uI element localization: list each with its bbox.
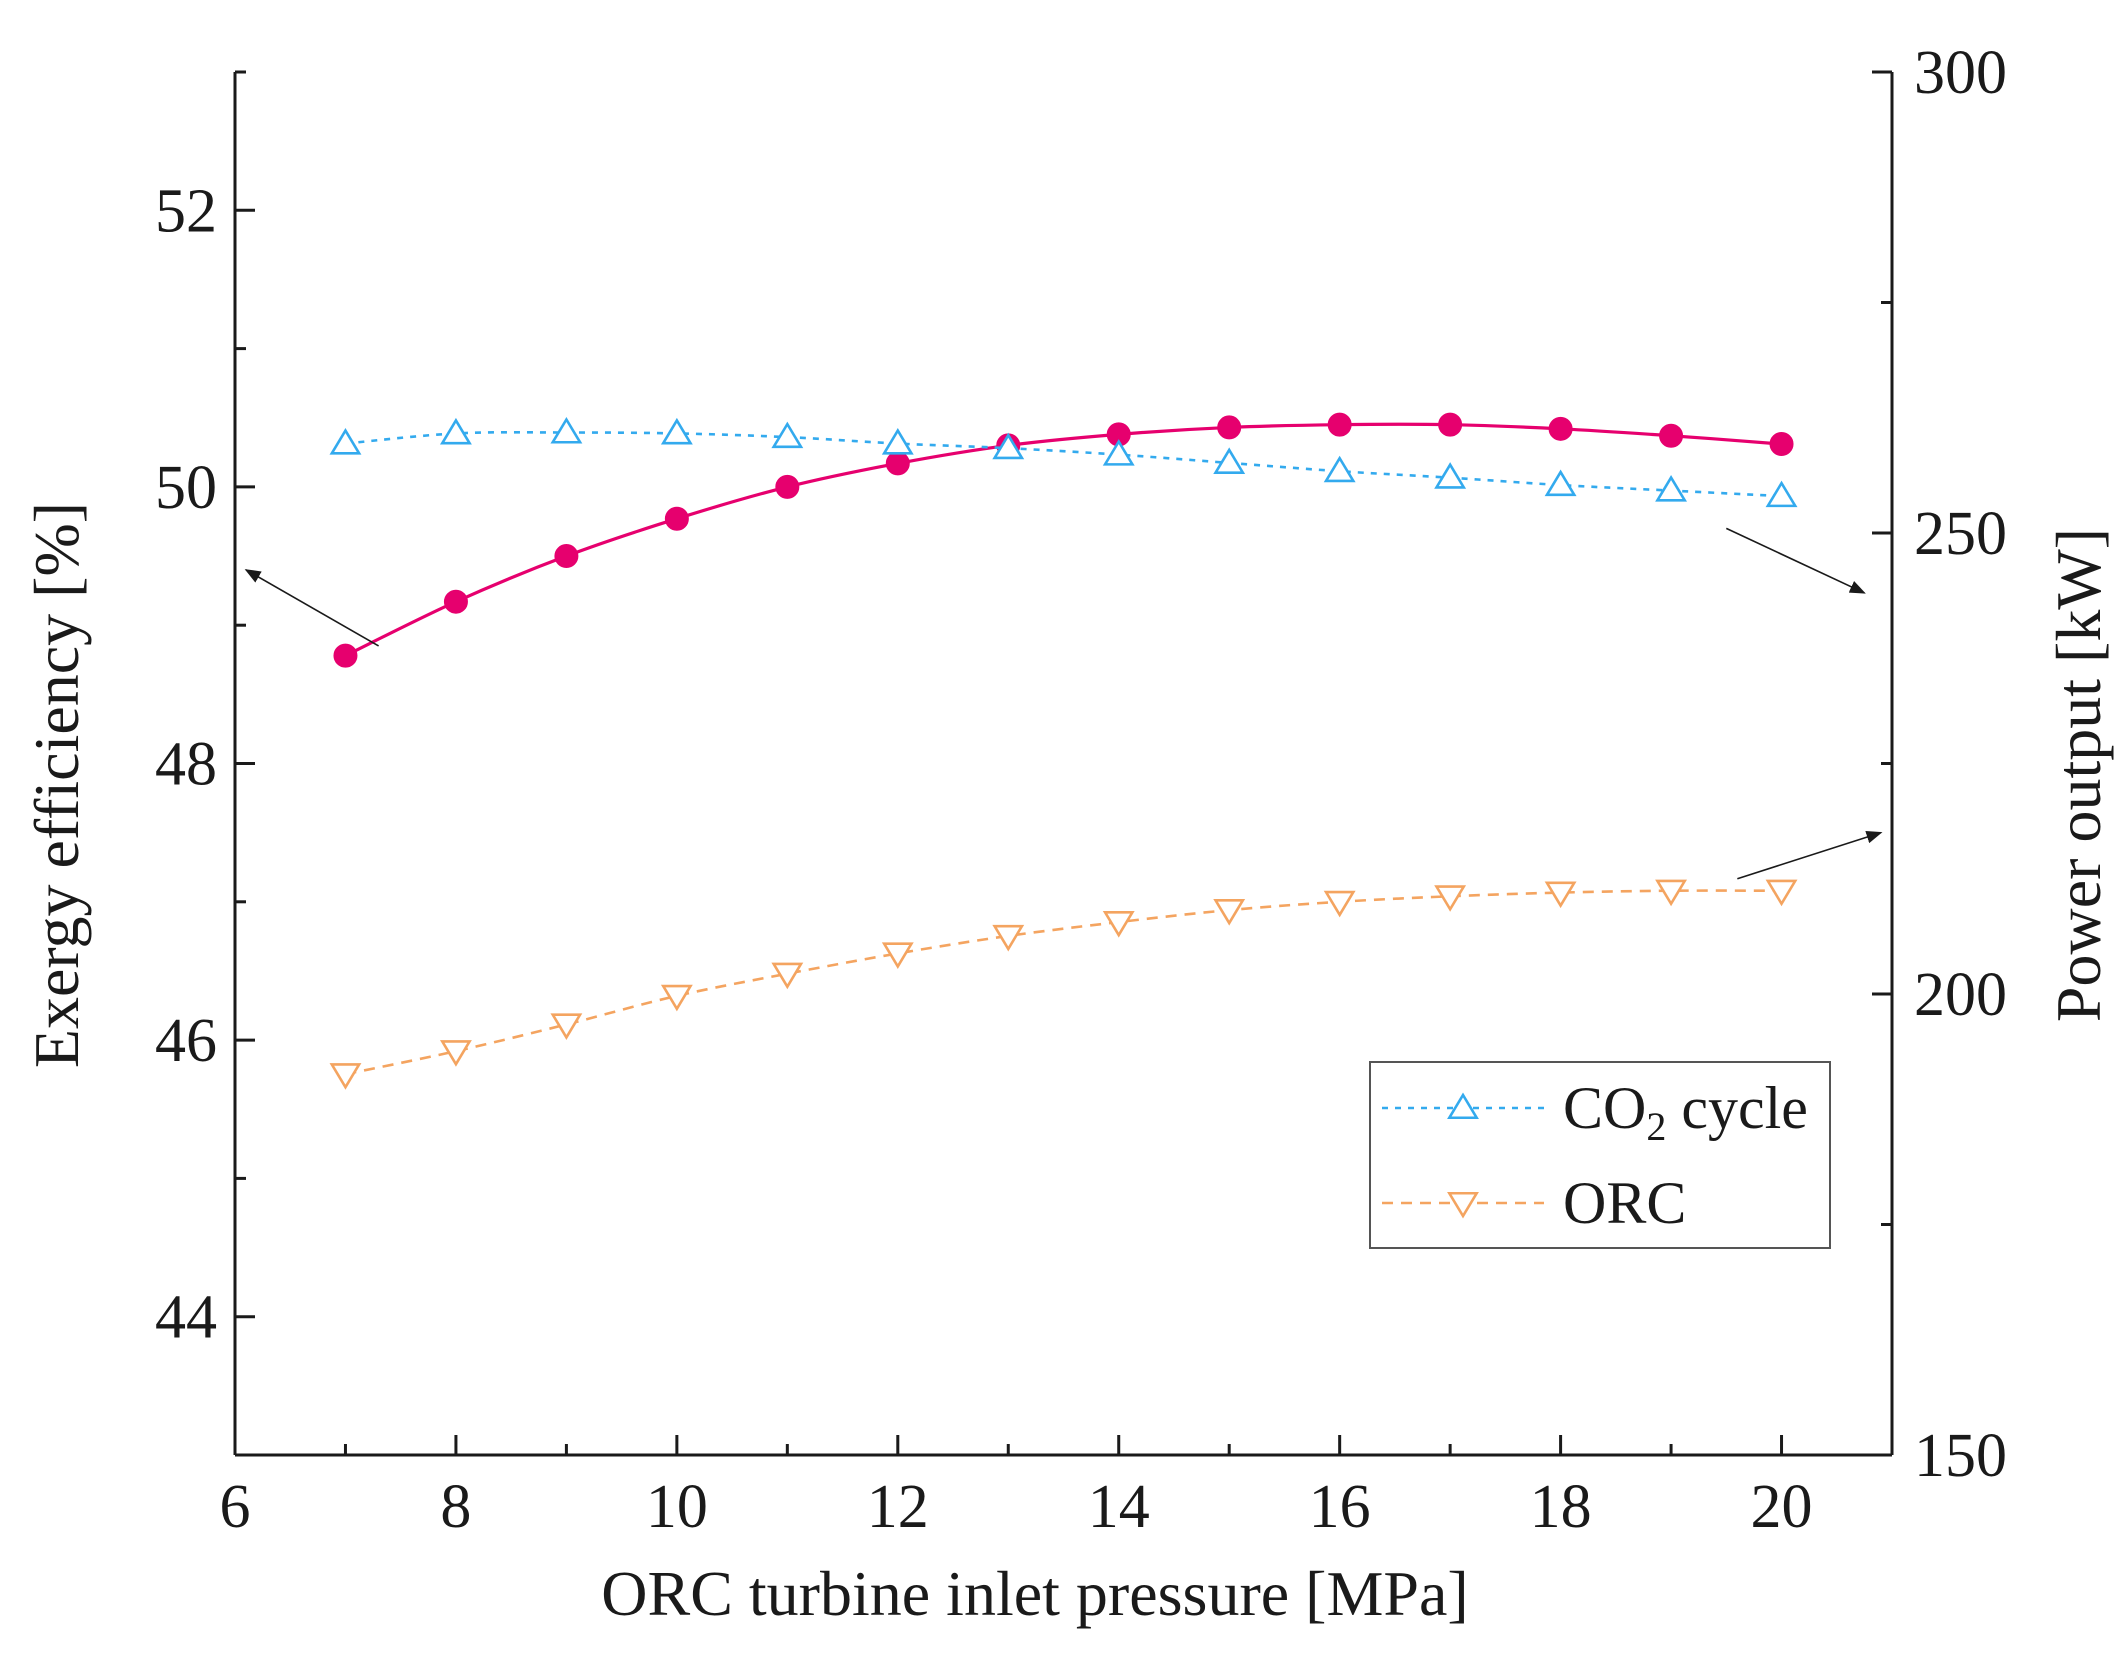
data-point [1544,469,1577,497]
data-point [1217,415,1242,440]
data-point [664,506,689,531]
data-point [1327,412,1352,437]
legend-marker [1447,1092,1479,1120]
y-right-tick-label: 300 [1914,39,2007,107]
y-left-tick-label: 52 [155,177,217,245]
y-axis-left-title: Exergy efficiency [%] [21,502,92,1068]
legend-label: ORC [1563,1170,1686,1236]
data-point [992,432,1025,460]
data-point [554,544,579,569]
x-tick-label: 20 [1751,1473,1813,1541]
legend-label-tail: cycle [1666,1075,1808,1141]
y-axis-right-title: Power output [kW] [2043,528,2114,1022]
data-point [1102,439,1135,466]
y-left-tick-label: 48 [155,731,217,799]
data-point [439,417,472,445]
data-point [550,416,583,444]
data-point [881,942,914,969]
data-point [660,984,693,1012]
data-point [1655,475,1688,502]
legend-item: CO2 cycle [1382,1075,1808,1149]
data-point [1765,879,1798,907]
series-exergy-efficiency [333,412,1794,668]
data-point [550,1013,583,1040]
annotation-arrow [1737,830,1883,880]
x-tick-label: 12 [867,1473,929,1541]
data-point [1544,881,1577,909]
y-left-tick-label: 46 [155,1007,217,1075]
data-point [660,417,693,445]
series-line [345,430,1782,498]
y-right-tick-label: 250 [1914,500,2007,568]
data-point [333,643,358,668]
legend-label: CO2 cycle [1563,1075,1808,1149]
series-line [344,422,1782,658]
data-point [1659,423,1684,448]
legend-label-main: ORC [1563,1170,1686,1236]
legend-item: ORC [1382,1170,1686,1236]
y-left-tick-label: 44 [155,1284,217,1352]
data-point [771,421,804,449]
data-point [1434,885,1467,912]
x-tick-label: 16 [1309,1473,1371,1541]
data-point [1102,911,1135,938]
data-point [439,1040,472,1067]
data-point [992,924,1025,952]
x-tick-label: 14 [1088,1473,1150,1541]
x-tick-label: 6 [220,1473,251,1541]
legend-marker [1447,1191,1479,1219]
data-point [1213,899,1246,926]
data-point [775,474,800,499]
data-point [443,589,468,614]
series-line [345,889,1782,1076]
data-point [1438,412,1463,437]
x-tick-label: 18 [1530,1473,1592,1541]
annotation-arrow [244,569,380,647]
data-point [1323,455,1356,483]
data-point [1655,879,1688,907]
data-point [1213,447,1246,474]
data-point [885,451,910,476]
legend-label-subscript: 2 [1646,1104,1666,1149]
data-point [1434,462,1467,489]
y-left-tick-label: 50 [155,454,217,522]
x-tick-label: 10 [646,1473,708,1541]
data-point [329,428,362,455]
x-axis-title: ORC turbine inlet pressure [MPa] [601,1558,1468,1629]
series-co2-cycle [329,416,1798,508]
y-right-tick-label: 150 [1914,1422,2007,1490]
data-point [1765,480,1798,508]
data-point [881,428,914,455]
data-point [1548,416,1573,441]
legend-label-main: CO [1563,1075,1646,1141]
data-point [1323,890,1356,918]
x-tick-label: 8 [440,1473,471,1541]
annotation-arrow [1725,527,1866,594]
data-point [1769,432,1794,457]
series-orc [329,879,1798,1090]
y-right-tick-label: 200 [1914,961,2007,1029]
data-point [771,962,804,990]
data-point [329,1063,362,1090]
legend-box [1369,1061,1831,1249]
